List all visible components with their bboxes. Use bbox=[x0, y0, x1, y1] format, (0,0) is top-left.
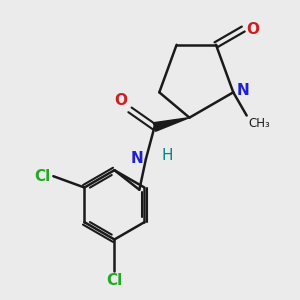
Text: N: N bbox=[236, 83, 249, 98]
Text: CH₃: CH₃ bbox=[248, 117, 270, 130]
Text: O: O bbox=[114, 93, 127, 108]
Text: Cl: Cl bbox=[34, 169, 51, 184]
Text: N: N bbox=[130, 152, 143, 166]
Text: Cl: Cl bbox=[106, 274, 122, 289]
Text: H: H bbox=[162, 148, 173, 163]
Text: O: O bbox=[246, 22, 259, 37]
Polygon shape bbox=[153, 118, 190, 131]
